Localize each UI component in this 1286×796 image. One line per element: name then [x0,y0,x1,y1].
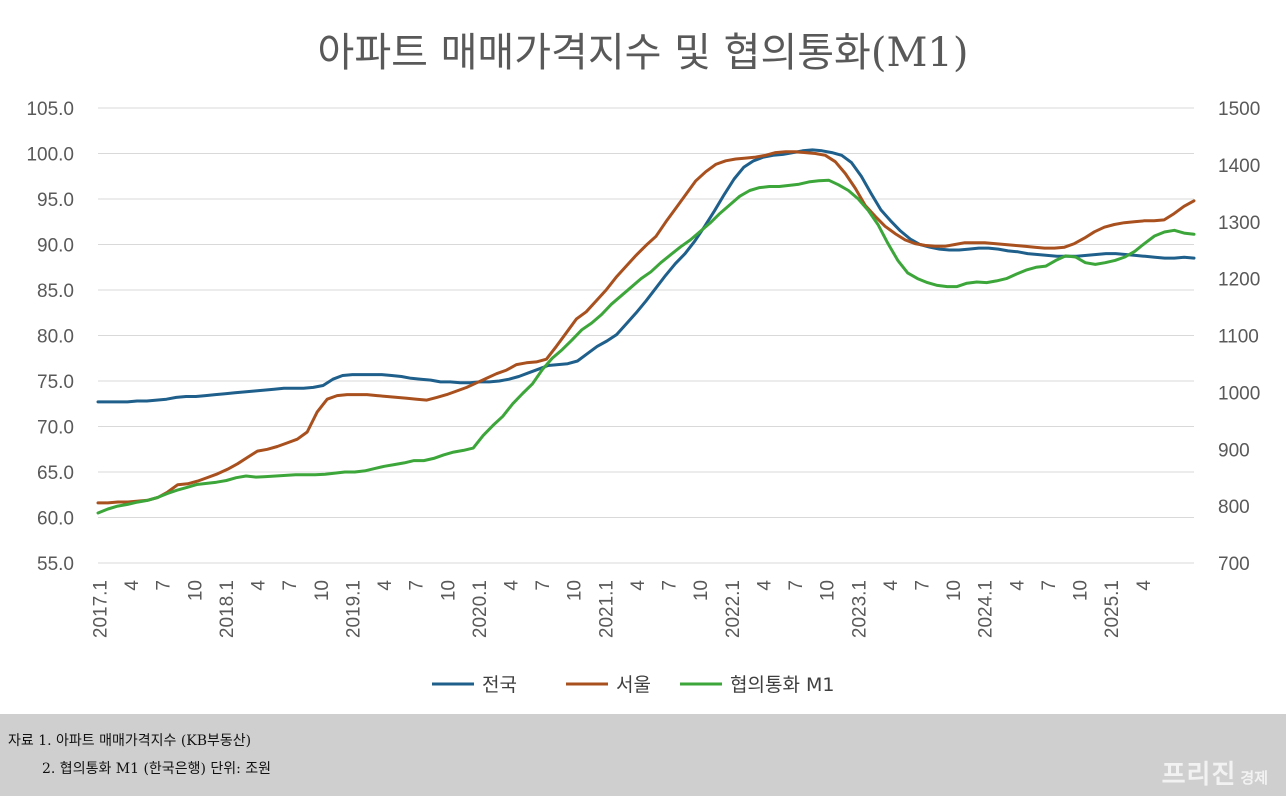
x-tick-label: 2022.1 [723,580,744,638]
left-axis-ticks: 55.0 60.0 65.0 70.0 75.0 80.0 85.0 90.0 95.0 100.… [26,99,74,575]
right-axis-ticks: 700 800 900 1000 1100 1200 1300 1400 1500 [1218,99,1260,575]
x-tick-label: 2018.1 [217,580,238,638]
x-tick-label: 2017.1 [91,580,112,638]
x-tick-label: 4 [881,580,902,591]
x-tick-label: 2024.1 [976,580,997,638]
right-tick-label: 1200 [1218,270,1260,291]
right-tick-label: 1500 [1218,99,1260,120]
x-tick-label: 10 [691,580,712,601]
x-tick-label: 2025.1 [1102,580,1123,638]
right-tick-label: 900 [1218,440,1250,461]
x-tick-label: 4 [1007,580,1028,591]
series-lines [96,148,1196,515]
x-tick-label: 7 [786,580,807,591]
x-tick-label: 4 [1134,580,1155,591]
left-tick-label: 95.0 [37,190,74,211]
x-tick-label: 7 [154,580,175,591]
right-tick-label: 700 [1218,554,1250,575]
series-line-1 [96,150,1196,505]
x-tick-label: 2019.1 [343,580,364,638]
left-tick-label: 70.0 [37,418,74,439]
left-tick-label: 85.0 [37,281,74,302]
x-axis-ticks: 2017.1 4 7 10 2018.1 4 7 10 2019.1 4 7 10 2020.1 4 7 10… [91,580,1155,639]
right-tick-label: 1100 [1218,327,1259,348]
x-tick-label: 10 [312,580,333,601]
x-tick-label: 4 [754,580,775,591]
source-footer: 자료 1. 아파트 매매가격지수 (KB부동산) 2. 협의통화 M1 (한국은… [0,714,1286,796]
x-tick-label: 2021.1 [596,580,617,638]
x-tick-label: 10 [1071,580,1092,601]
legend-label: 서울 [616,674,651,696]
legend-label: 협의통화 M1 [730,674,834,696]
x-tick-label: 7 [913,580,934,591]
left-tick-label: 90.0 [37,236,74,257]
x-tick-label: 7 [533,580,554,591]
chart-canvas: 아파트 매매가격지수 및 협의통화(M1) 55.060.065.070.075… [26,30,1260,696]
gridlines [98,107,1194,564]
left-tick-label: 60.0 [37,509,74,530]
right-tick-label: 1400 [1218,156,1260,177]
x-tick-label: 4 [122,580,143,591]
x-tick-label: 4 [249,580,270,591]
x-tick-label: 10 [944,580,965,601]
left-tick-label: 105.0 [26,99,74,120]
source-note-1: 자료 1. 아파트 매매가격지수 (KB부동산) [8,733,252,749]
right-tick-label: 800 [1218,497,1250,518]
x-tick-label: 10 [818,580,839,601]
legend-label: 전국 [482,674,517,696]
watermark-logo: 프리진 경제 [1162,754,1268,791]
watermark-sub: 경제 [1240,769,1268,787]
right-tick-label: 1300 [1218,213,1260,234]
series-line-0 [96,148,1196,404]
x-tick-label: 7 [660,580,681,591]
x-tick-label: 7 [407,580,428,591]
left-tick-label: 55.0 [37,554,74,575]
left-tick-label: 80.0 [37,327,74,348]
x-tick-label: 7 [1039,580,1060,591]
right-tick-label: 1000 [1218,383,1260,404]
series-line-2 [96,178,1196,515]
x-tick-label: 10 [185,580,206,601]
legend: 전국 서울 협의통화 M1 [432,674,834,696]
x-tick-label: 4 [375,580,396,591]
left-tick-label: 65.0 [37,463,74,484]
x-tick-label: 7 [280,580,301,591]
x-tick-label: 2023.1 [849,580,870,638]
watermark-main: 프리진 [1161,760,1237,790]
x-tick-label: 10 [565,580,586,601]
chart-title: 아파트 매매가격지수 및 협의통화(M1) [318,30,969,76]
x-tick-label: 4 [628,580,649,591]
left-tick-label: 100.0 [26,145,74,166]
left-tick-label: 75.0 [37,372,74,393]
x-tick-label: 2020.1 [470,580,491,638]
x-tick-label: 4 [502,580,523,591]
x-tick-label: 10 [438,580,459,601]
source-note-2: 2. 협의통화 M1 (한국은행) 단위: 조원 [42,761,272,777]
